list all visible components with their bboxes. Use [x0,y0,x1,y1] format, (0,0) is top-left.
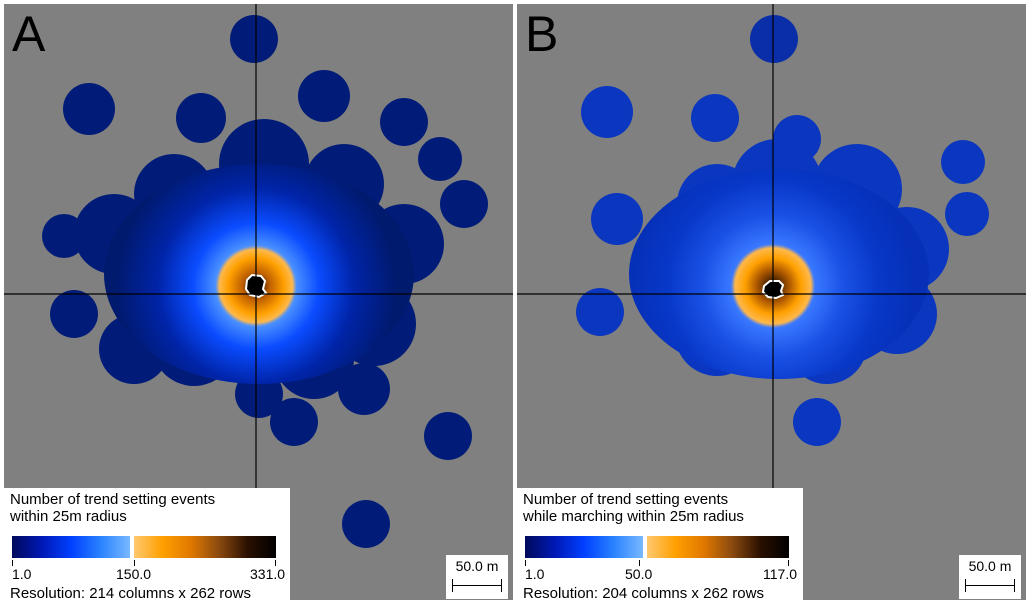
scale-bar-end [501,579,502,592]
density-map-a [4,4,513,600]
legend-tick [12,560,13,566]
legend-b: Number of trend setting events while mar… [517,488,803,600]
legend-min-label: 1.0 [525,566,545,582]
legend-title: Number of trend setting events while mar… [523,491,744,525]
legend-min-label: 1.0 [12,566,32,582]
map-panel-a: A Number of trend setting events within … [4,4,513,600]
scale-bar-end [452,579,453,592]
legend-max-label: 117.0 [763,566,797,582]
scale-bar-a: 50.0 m [446,555,508,599]
density-blobs-b [576,15,989,446]
color-ramp-low [12,536,130,558]
panel-label: A [12,6,46,62]
scale-bar-end [1014,579,1015,592]
legend-a: Number of trend setting events within 25… [4,488,290,600]
legend-mid-label: 50.0 [625,566,653,582]
panel-label: B [525,6,559,62]
scale-bar-b: 50.0 m [959,555,1021,599]
color-ramp-low [525,536,643,558]
legend-tick [275,560,276,566]
legend-tick [788,560,789,566]
density-map-b [517,4,1026,600]
color-ramp-high [134,536,276,558]
legend-max-label: 331.0 [250,566,286,582]
scale-bar-end [965,579,966,592]
resolution-text: Resolution: 204 columns x 262 rows [523,585,764,600]
scale-bar-label: 50.0 m [455,558,499,574]
legend-tick [525,560,526,566]
scale-bar-line [452,585,502,586]
map-panel-b: B Number of trend setting events while m… [517,4,1026,600]
legend-tick [639,560,640,566]
legend-title: Number of trend setting events within 25… [10,491,216,525]
density-blobs-a [42,15,488,548]
resolution-text: Resolution: 214 columns x 262 rows [10,585,251,600]
color-ramp-high [647,536,789,558]
legend-mid-label: 150.0 [116,566,152,582]
scale-bar-line [965,585,1015,586]
legend-tick [134,560,135,566]
scale-bar-label: 50.0 m [968,558,1012,574]
